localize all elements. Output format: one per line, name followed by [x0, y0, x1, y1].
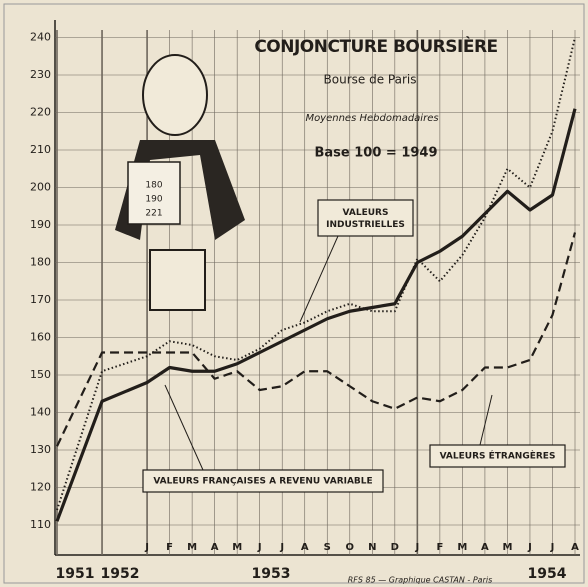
x-tick-label: J: [527, 542, 532, 553]
x-tick-label: F: [166, 542, 173, 553]
x-tick-label: J: [257, 542, 262, 553]
x-tick-label: S: [324, 542, 331, 553]
x-tick-label: N: [368, 542, 376, 553]
chart-title: CONJONCTURE BOURSIÈRE: [254, 35, 497, 57]
y-tick-label: 110: [30, 518, 51, 531]
x-tick-label: J: [279, 542, 284, 553]
legend-label: VALEURS FRANÇAISES A REVENU VARIABLE: [153, 477, 372, 487]
y-tick-label: 120: [30, 481, 51, 494]
x-tick-label: M: [457, 542, 467, 553]
year-label: 1951: [56, 566, 95, 582]
x-tick-label: J: [414, 542, 419, 553]
y-tick-label: 240: [30, 31, 51, 44]
y-tick-label: 160: [30, 331, 51, 344]
y-tick-label: 150: [30, 368, 51, 381]
footer: RFS 85 — Graphique CASTAN - Paris: [348, 576, 493, 585]
y-tick-label: 140: [30, 406, 51, 419]
legend-label: VALEURS ÉTRANGÈRES: [440, 450, 556, 462]
y-tick-label: 190: [30, 218, 51, 231]
y-tick-label: 180: [30, 256, 51, 269]
subtitle: Bourse de Paris: [324, 73, 417, 87]
x-tick-label: O: [346, 542, 355, 553]
base: Base 100 = 1949: [314, 146, 437, 161]
y-tick-label: 220: [30, 106, 51, 119]
x-tick-label: A: [211, 542, 219, 553]
year-label: 1952: [101, 566, 140, 582]
x-tick-label: M: [502, 542, 512, 553]
chart: 180 190 221 CONJONCTURE BOURSIÈRE Bourse d…: [0, 0, 588, 587]
paper: [4, 4, 584, 583]
year-label: 1953: [251, 566, 290, 582]
x-tick-label: A: [481, 542, 489, 553]
year-label: 1954: [528, 566, 567, 582]
x-tick-label: J: [144, 542, 149, 553]
y-tick-label: 200: [30, 181, 51, 194]
scroll-text: 180: [145, 181, 162, 191]
y-tick-label: 210: [30, 143, 51, 156]
scroll-text: 190: [145, 195, 162, 205]
y-tick-label: 130: [30, 443, 51, 456]
x-tick-label: F: [436, 542, 443, 553]
x-tick-label: A: [571, 542, 579, 553]
legend-frame: [318, 200, 413, 236]
x-tick-label: M: [187, 542, 197, 553]
note: Moyennes Hebdomadaires: [305, 113, 438, 124]
y-tick-label: 230: [30, 68, 51, 81]
x-tick-label: A: [301, 542, 309, 553]
x-tick-label: D: [391, 542, 399, 553]
y-tick-label: 170: [30, 293, 51, 306]
scroll-text: 221: [145, 209, 162, 219]
x-tick-label: M: [232, 542, 242, 553]
x-tick-label: J: [550, 542, 555, 553]
